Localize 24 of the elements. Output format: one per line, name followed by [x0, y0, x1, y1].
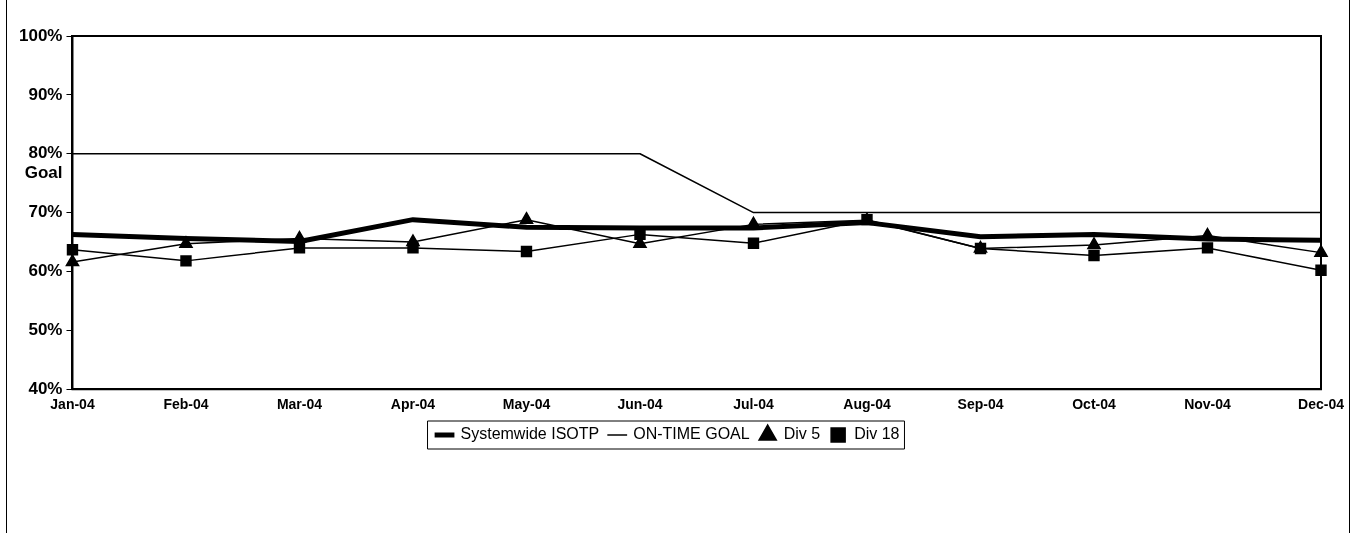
- y-tick-label: 50%: [28, 320, 63, 340]
- y-tick-label: 100%: [19, 25, 63, 45]
- x-tick-label: Feb-04: [163, 396, 209, 413]
- x-tick-label: Mar-04: [276, 396, 323, 413]
- y-tick-label: 80%: [28, 143, 63, 163]
- y-tick-label: 40%: [28, 378, 63, 398]
- legend-label: Div 5: [783, 425, 821, 443]
- x-tick-label: Jun-04: [617, 396, 663, 413]
- x-tick-label: Oct-04: [1072, 396, 1116, 413]
- x-tick-label: Jan-04: [50, 396, 95, 413]
- y-tick-label: 60%: [28, 261, 63, 281]
- x-tick-label: Jul-04: [733, 396, 774, 413]
- x-tick-label: Sep-04: [957, 396, 1004, 413]
- x-tick-label: Aug-04: [843, 396, 891, 413]
- legend-label: Systemwide ISOTP: [460, 425, 600, 443]
- x-tick-label: May-04: [502, 396, 551, 413]
- legend-label: ON-TIME GOAL: [633, 425, 750, 443]
- legend-label: Div 18: [854, 425, 900, 443]
- y-tick-label: 70%: [28, 202, 63, 222]
- x-tick-label: Nov-04: [1184, 396, 1232, 413]
- x-tick-label: Apr-04: [390, 396, 436, 413]
- y-tick-label: 90%: [28, 84, 63, 104]
- text: Goal: [24, 163, 63, 183]
- x-tick-label: Dec-04: [1298, 396, 1345, 413]
